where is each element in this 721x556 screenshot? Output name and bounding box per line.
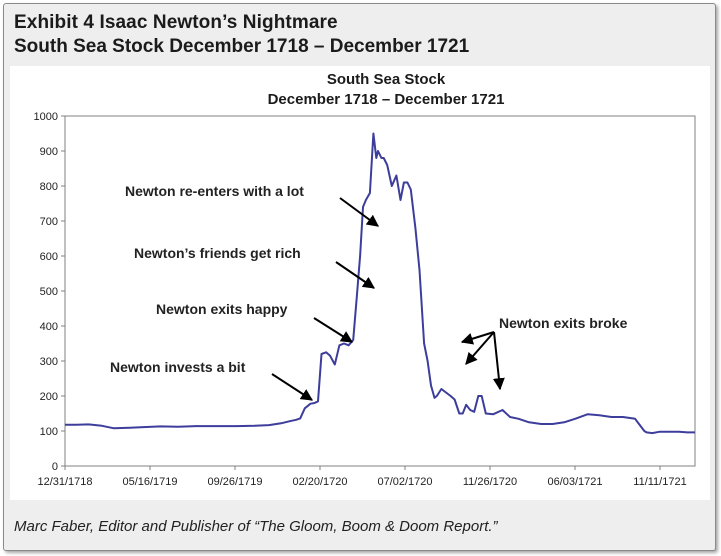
chart-title: South Sea Stock (327, 71, 446, 88)
y-tick-label: 300 (40, 356, 58, 368)
annotation-invests-bit-arrow (271, 373, 314, 401)
chart-subtitle: December 1718 – December 1721 (268, 91, 505, 108)
y-tick-label: 400 (40, 321, 58, 333)
x-tick-label: 06/03/1721 (547, 476, 602, 488)
annotation-exits-broke-arrow-1 (460, 331, 495, 345)
annotation-invests-bit: Newton invests a bit (110, 359, 246, 375)
x-tick-label: 07/02/1720 (377, 476, 432, 488)
y-tick-label: 600 (40, 251, 58, 263)
annotation-re-enters-arrow (339, 197, 379, 227)
annotation-friends-rich-arrow (335, 261, 375, 289)
annotation-friends-rich: Newton’s friends get rich (134, 245, 301, 261)
line-chart: South Sea Stock December 1718 – December… (34, 71, 696, 488)
y-tick-label: 100 (40, 426, 58, 438)
series-line (65, 132, 695, 435)
annotation-exits-happy: Newton exits happy (156, 301, 288, 317)
y-tick-label: 800 (40, 181, 58, 193)
x-tick-label: 11/26/1720 (463, 476, 517, 488)
annotation-exits-broke-arrow-3 (492, 331, 505, 391)
x-tick-label: 05/16/1719 (122, 476, 177, 488)
annotation-re-enters: Newton re-enters with a lot (125, 183, 304, 199)
x-tick-label: 02/20/1720 (292, 476, 347, 488)
x-axis: 12/31/1718 05/16/1719 09/26/1719 02/20/1720… (37, 466, 687, 488)
exhibit-subtitle: South Sea Stock December 1718 – December… (14, 36, 470, 57)
source-note: Marc Faber, Editor and Publisher of “The… (14, 518, 498, 535)
chart-area: South Sea Stock December 1718 – December… (10, 66, 710, 500)
x-tick-label: 09/26/1719 (207, 476, 262, 488)
x-tick-label: 12/31/1718 (37, 476, 92, 488)
y-tick-label: 0 (52, 461, 58, 473)
exhibit-title: Exhibit 4 Isaac Newton’s Nightmare (14, 12, 338, 33)
y-tick-label: 1000 (34, 111, 58, 123)
y-tick-label: 500 (40, 286, 58, 298)
y-tick-label: 900 (40, 146, 58, 158)
annotation-exits-broke-arrow-2 (465, 331, 495, 365)
y-tick-label: 200 (40, 391, 58, 403)
annotation-exits-happy-arrow (313, 317, 354, 343)
x-tick-label: 11/11/1721 (633, 476, 686, 488)
annotation-exits-broke: Newton exits broke (499, 315, 628, 331)
y-axis: 0 100 200 300 400 500 600 700 800 900 1000 (34, 111, 65, 473)
y-tick-label: 700 (40, 216, 58, 228)
plot-area-border (64, 115, 696, 467)
